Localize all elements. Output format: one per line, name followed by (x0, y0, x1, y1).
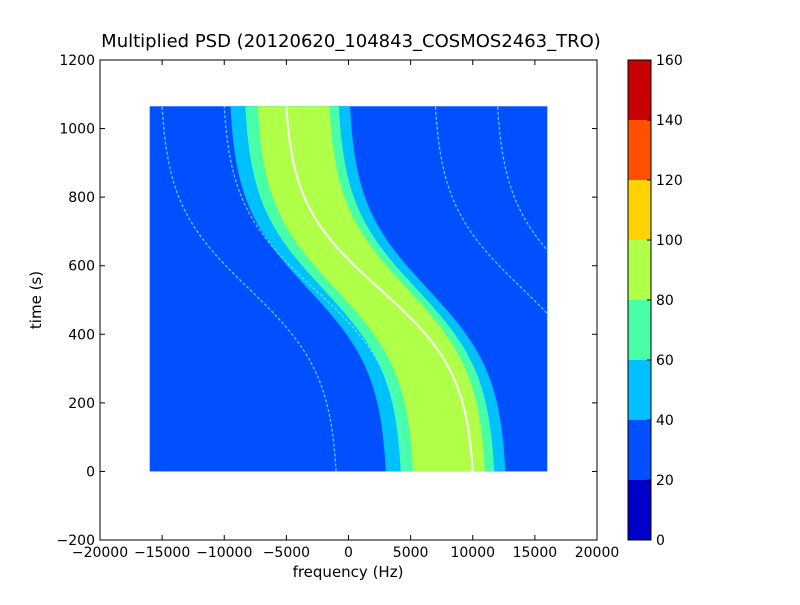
colorbar-tick-label: 160 (656, 53, 683, 69)
y-tick-label: 0 (86, 464, 95, 480)
y-axis-label: time (s) (27, 271, 45, 329)
y-tick-label: 1000 (59, 122, 95, 138)
y-tick-label: 600 (68, 259, 95, 275)
x-tick-label: 15000 (513, 545, 558, 561)
colorbar-tick-label: 20 (656, 473, 674, 489)
trace-3 (223, 106, 406, 472)
x-axis-label: frequency (Hz) (293, 563, 404, 581)
trace-5 (496, 106, 548, 252)
colorbar-level-5 (628, 240, 651, 300)
colorbar-tick-label: 60 (656, 353, 674, 369)
plot-area: −20000 −15000 −10000 −5000 0 5000 10000 15000 20… (57, 53, 620, 561)
colorbar: 0 20 40 60 80 100 120 140 160 (627, 53, 683, 549)
colorbar-level-3 (628, 360, 651, 420)
colorbar-level-1 (628, 480, 651, 540)
x-tick-label: 0 (344, 545, 353, 561)
y-tick-label: 200 (68, 396, 95, 412)
colorbar-level-2 (628, 420, 651, 480)
chart-title: Multiplied PSD (20120620_104843_COSMOS24… (101, 31, 601, 52)
y-tick-label: 1200 (59, 53, 95, 69)
x-tick-label: 10000 (450, 545, 495, 561)
trace-1 (285, 106, 474, 472)
colorbar-tick-label: 100 (656, 233, 683, 249)
x-tick-label: −10000 (196, 545, 252, 561)
colorbar-tick-label: 0 (656, 533, 665, 549)
x-tick-label: −20000 (72, 545, 128, 561)
colorbar-tick-label: 140 (656, 113, 683, 129)
x-tick-label: −15000 (134, 545, 190, 561)
x-tick-label: 5000 (393, 545, 429, 561)
colorbar-level-8 (628, 60, 651, 120)
colorbar-level-4 (628, 300, 651, 360)
colorbar-tick-label: 40 (656, 413, 674, 429)
y-tick-label: 400 (68, 327, 95, 343)
y-tick-label: −200 (57, 533, 95, 549)
colorbar-tick-label: 80 (656, 293, 674, 309)
trace-2 (161, 106, 337, 472)
y-tick-label: 800 (68, 190, 95, 206)
trace-4 (434, 106, 548, 315)
band-level-3 (257, 106, 485, 472)
x-tick-label: −5000 (263, 545, 310, 561)
colorbar-level-7 (628, 120, 651, 180)
colorbar-level-6 (628, 180, 651, 240)
heatmap-layers (161, 106, 548, 472)
colorbar-tick-label: 120 (656, 173, 683, 189)
x-tick-label: 20000 (575, 545, 620, 561)
